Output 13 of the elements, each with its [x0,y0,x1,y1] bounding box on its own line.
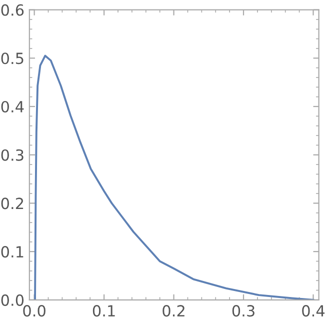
y-tick-label: 0.6 [1,4,24,16]
y-tick-label: 0.1 [1,246,24,258]
x-tick-label: 0.1 [92,305,115,317]
line-series [34,54,314,300]
x-tick-label: 0.2 [162,305,184,317]
x-tick-label: 0.4 [302,305,325,317]
x-tick-label: 0.3 [232,305,254,317]
y-tick-label: 0.5 [1,52,24,64]
y-tick-label: 0.3 [1,149,24,161]
y-tick-label: 0.2 [1,198,24,210]
y-tick-label: 0.4 [1,100,24,113]
x-tick-label: 0.0 [23,305,46,317]
y-tick-label: 0.0 [1,294,24,306]
